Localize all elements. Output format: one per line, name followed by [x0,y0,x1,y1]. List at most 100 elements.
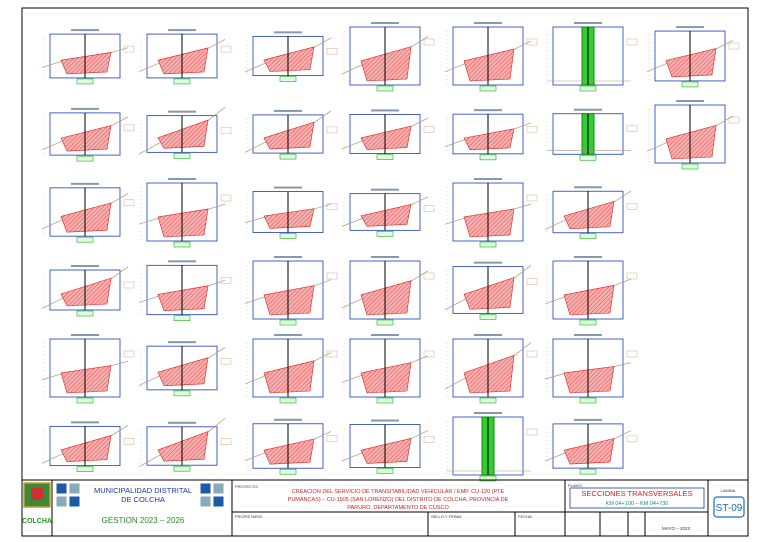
cross-section [41,107,135,162]
station-tag [173,315,191,321]
side-note [220,357,232,365]
cut-area [157,357,209,387]
title-bar [574,186,602,189]
side-note [526,38,538,46]
side-note [220,194,232,202]
title-bar [168,341,196,344]
cross-section [41,265,135,317]
cross-section [244,31,338,82]
cut-area [60,277,112,307]
station-tag [681,81,699,88]
cross-section [138,417,232,472]
cut-area [360,438,412,464]
cross-section [544,256,638,326]
station-tag [479,241,497,248]
station-tag [173,78,191,85]
cross-section [138,260,232,321]
station-tag [579,85,597,92]
cross-section [244,256,338,326]
station-tag [173,241,191,248]
plan-box [569,487,705,509]
side-note [728,116,740,124]
cut-area [157,208,209,238]
owner-label: PROPIETARIO: [235,514,263,519]
side-note [326,272,338,280]
cut-area [360,204,412,227]
title-bar [168,178,196,180]
title-bar [474,178,502,180]
title-bar [274,109,302,112]
cut-area [360,46,412,82]
cut-area [463,48,515,82]
cross-section [341,109,435,160]
side-note [526,428,538,436]
station-tag [279,397,297,404]
cut-area [563,438,615,465]
station-tag [279,153,297,160]
side-note [220,127,232,134]
cut-area [157,431,209,462]
cut-area [60,365,112,394]
side-note [423,205,435,212]
station-tag [376,85,394,92]
cut-area [463,277,515,310]
title-bar [474,412,502,414]
cut-area [360,280,412,316]
side-note [326,48,338,55]
cut-area [263,285,315,316]
cross-section [244,186,338,239]
side-note [123,199,135,207]
cut-area [60,435,112,462]
side-note [626,125,638,132]
cross-section [444,22,538,92]
cut-area [463,354,515,394]
station-tag [76,236,94,243]
cross-section [138,29,232,85]
title-bar [474,334,502,336]
deco-square [199,482,212,495]
station-tag [76,466,94,472]
cross-section [41,334,135,404]
station-tag [579,154,597,161]
station-tag [376,154,394,160]
cut-area [157,47,209,75]
cross-section [646,26,740,88]
station-tag [279,319,297,326]
cross-section [341,419,435,474]
title-bar [168,110,196,113]
cut-area [563,200,615,230]
title-bar [71,107,99,110]
plan-range: KM 04+100 – KM 04+730 [606,501,669,507]
title-bar [371,188,399,191]
title-bar [274,186,302,189]
term: GESTION 2023 – 2026 [102,516,185,525]
entity-name: MUNICIPALIDAD DISTRITAL [94,486,192,495]
side-note [220,45,232,53]
station-tag [579,397,597,404]
cut-area [463,128,515,151]
cross-section [544,186,638,240]
title-bar [371,256,399,258]
title-bar [574,418,602,421]
side-note [626,272,638,280]
project-text: PARURO, DEPARTAMENTO DE CUSCO [347,505,449,511]
deco-square [212,482,225,495]
side-note [626,350,638,358]
title-bar [274,31,302,34]
side-note [123,281,135,289]
title-bar [676,26,704,29]
station-tag [579,319,597,326]
plan-title: SECCIONES TRANSVERSALES [581,489,692,498]
side-note [326,126,338,134]
station-tag [376,231,394,237]
station-tag [479,85,497,92]
side-note [526,278,538,285]
cross-section [41,182,135,243]
side-note [123,45,135,53]
title-bar [168,29,196,32]
station-tag [479,314,497,320]
cut-area [263,208,315,229]
station-tag [279,76,297,82]
